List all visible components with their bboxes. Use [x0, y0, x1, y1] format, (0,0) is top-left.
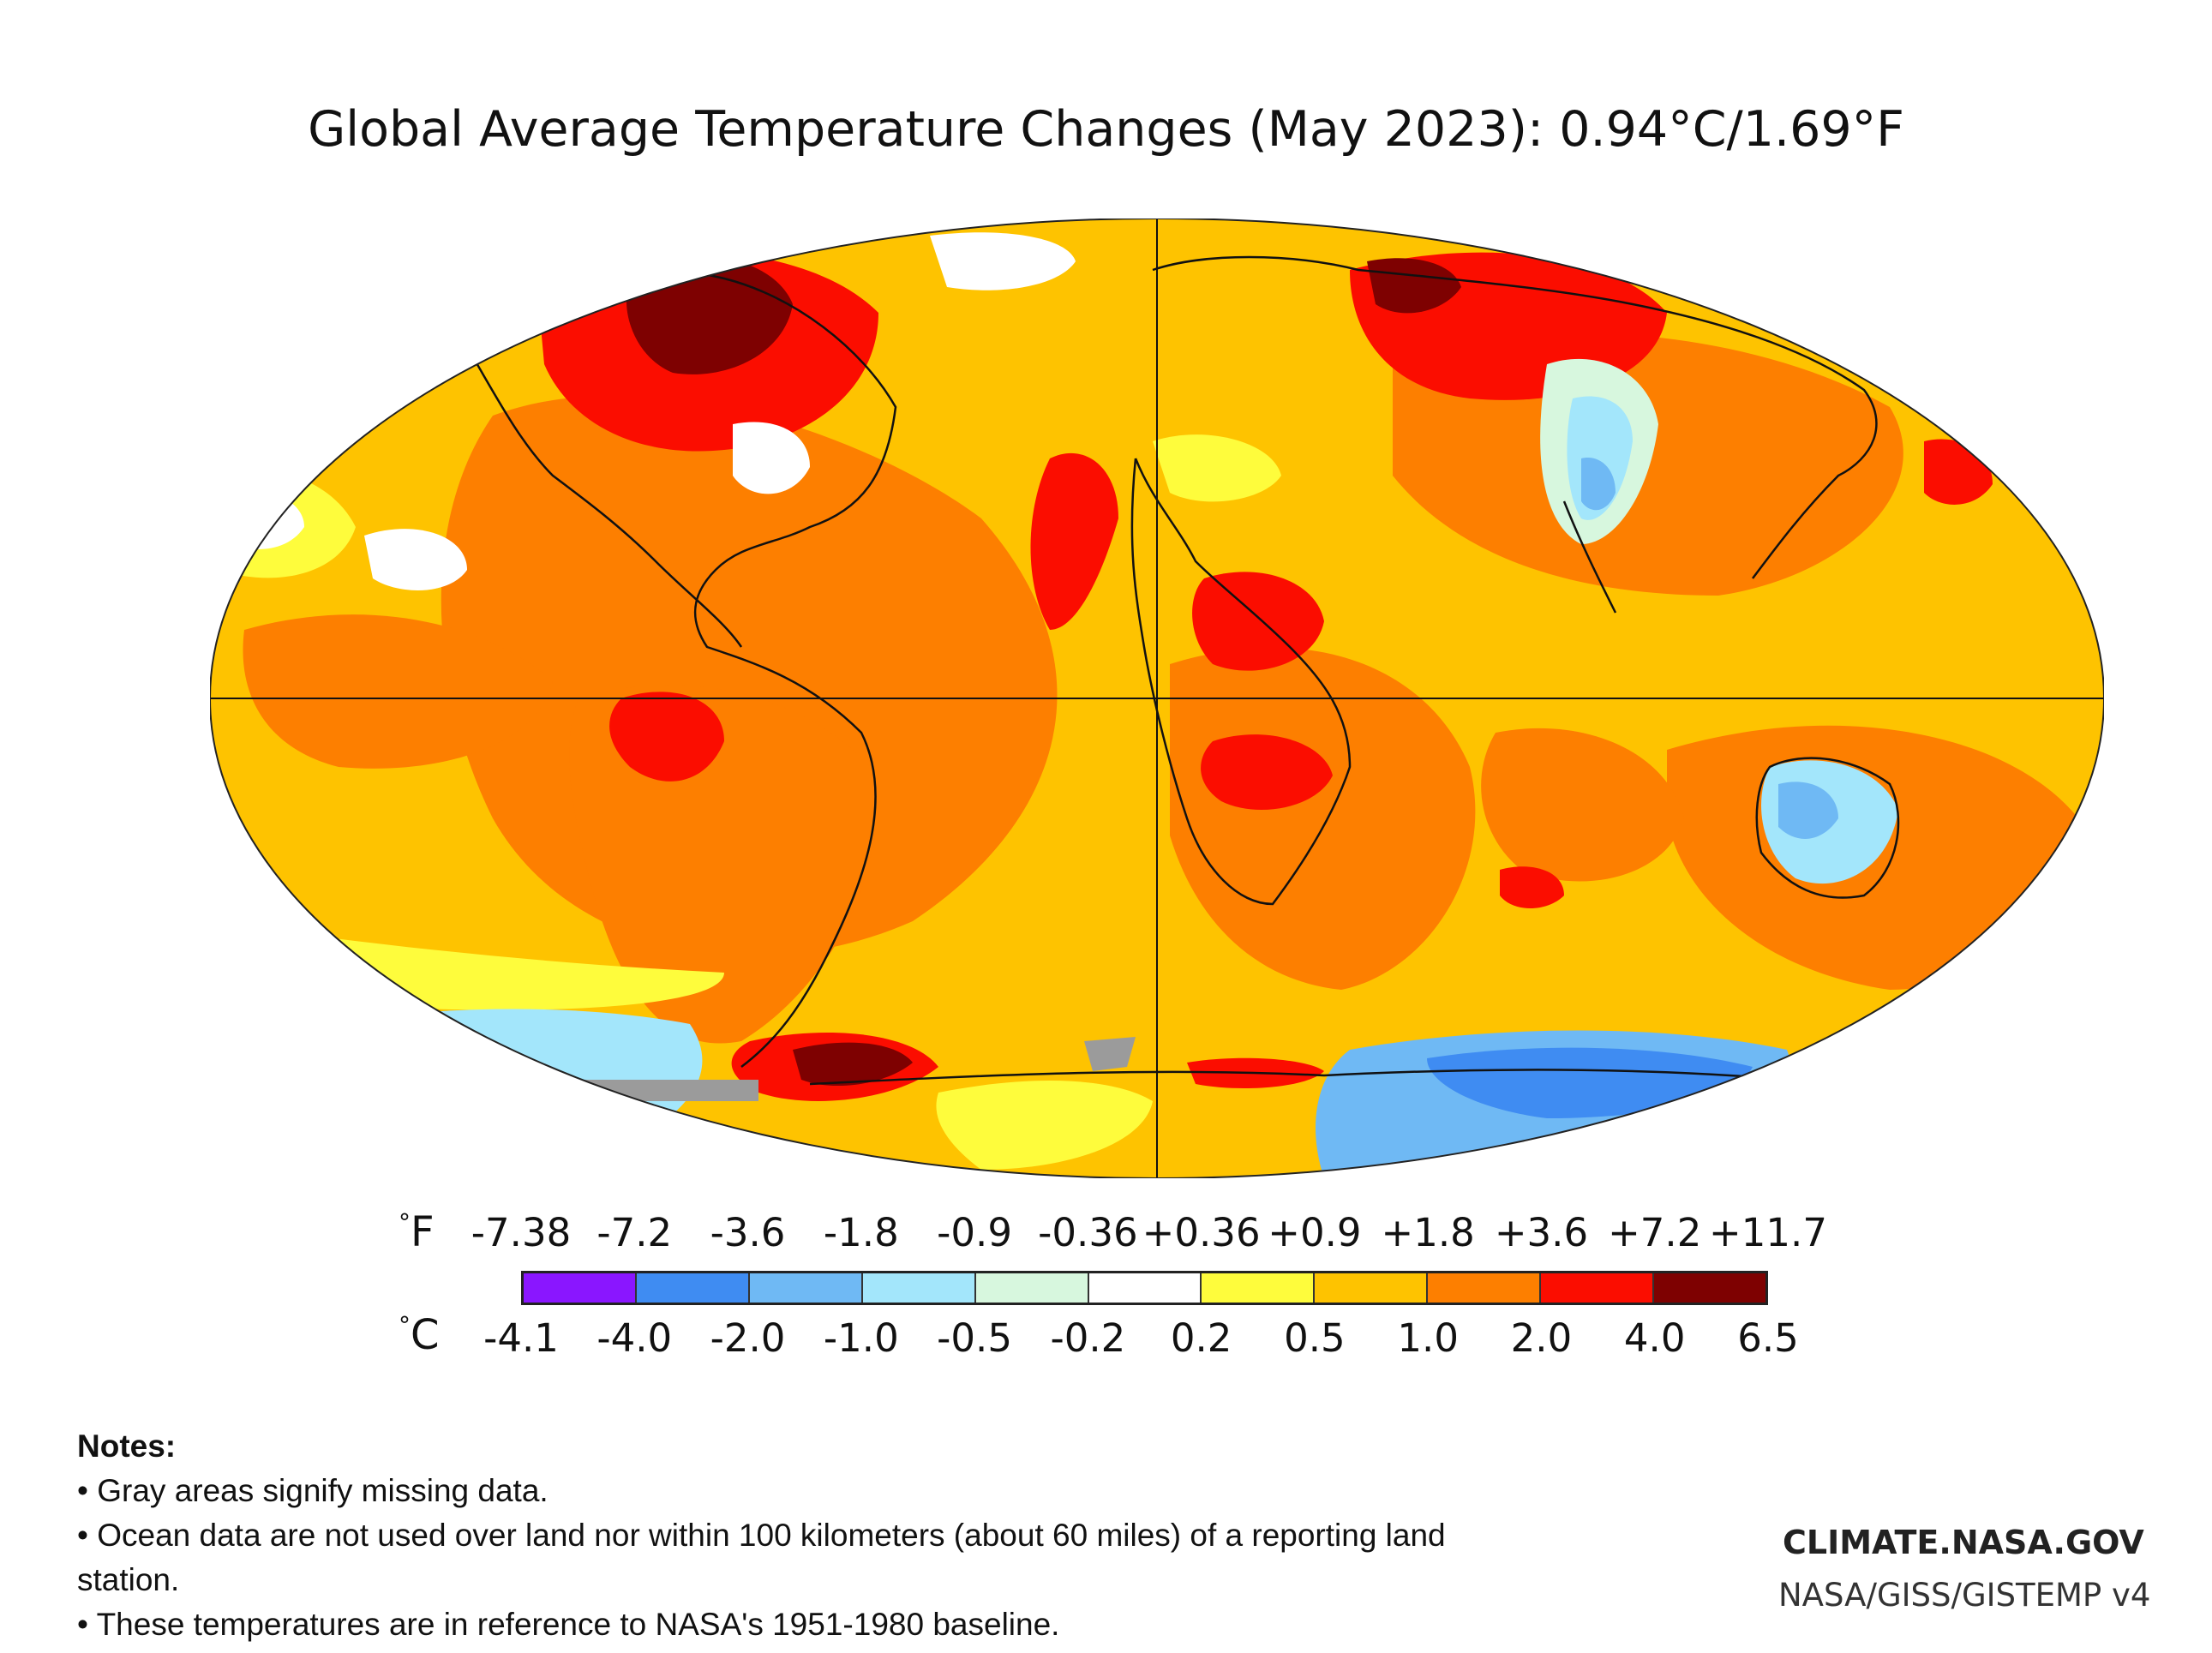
- notes-heading: Notes:: [77, 1428, 177, 1464]
- legend-tick-label: 6.5: [1737, 1315, 1799, 1361]
- field-darkred-siberia: [1367, 258, 1461, 314]
- legend-swatch: [862, 1273, 976, 1303]
- field-blue-australia: [1778, 782, 1838, 839]
- field-red-south-indian: [1500, 866, 1564, 908]
- coastline-americas: [518, 268, 897, 1068]
- field-white-greenland: [930, 232, 1076, 290]
- coastline-antarctica: [809, 1069, 1839, 1086]
- legend-tick-label: -7.2: [596, 1210, 673, 1255]
- field-white-east-us: [733, 422, 810, 494]
- field-orange-africa: [1170, 647, 1476, 990]
- field-yellow-antarctic-coast: [936, 1081, 1153, 1170]
- source-credit: NASA/GISS/GISTEMP v4: [1778, 1577, 2151, 1614]
- map-title: Global Average Temperature Changes (May …: [308, 101, 1904, 158]
- climate-nasa-logo-text: CLIMATE.NASA.GOV: [1783, 1524, 2144, 1561]
- notes: Notes: • Gray areas signify missing data…: [77, 1424, 1448, 1647]
- field-blue-southern-ocean-west: [210, 1081, 570, 1178]
- legend-tick-label: 2.0: [1510, 1315, 1573, 1361]
- field-red-north-pacific: [210, 429, 313, 464]
- legend-tick-label: -7.38: [471, 1210, 572, 1255]
- note-item: • These temperatures are in reference to…: [77, 1607, 1060, 1642]
- legend-tick-label: -0.36: [1038, 1210, 1138, 1255]
- field-red-japan: [1924, 439, 1993, 505]
- legend-tick-label: +1.8: [1381, 1210, 1475, 1255]
- legend-tick-label: +0.9: [1268, 1210, 1362, 1255]
- field-orange-pacific: [243, 614, 553, 769]
- legend-tick-label: +7.2: [1608, 1210, 1702, 1255]
- field-missing-data-peninsula: [1084, 1037, 1136, 1071]
- legend-tick-label: -0.2: [1050, 1315, 1126, 1361]
- note-item: • Gray areas signify missing data.: [77, 1473, 549, 1508]
- legend-swatch: [975, 1273, 1089, 1303]
- coastline-india: [1562, 500, 1617, 614]
- legend-swatch: [1315, 1273, 1429, 1303]
- field-red-sahara: [1192, 572, 1324, 671]
- field-orange-south-indian: [1481, 728, 1684, 882]
- legend-tick-label: 0.5: [1284, 1315, 1346, 1361]
- legend-swatch: [524, 1273, 637, 1303]
- coastline-eurasia-north: [1152, 255, 1878, 579]
- note-item: • Ocean data are not used over land nor …: [77, 1518, 1446, 1597]
- legend-tick-label: -0.5: [937, 1315, 1012, 1361]
- field-red-east-atlantic: [1030, 452, 1118, 630]
- coastlines: [465, 255, 1900, 1086]
- legend-swatch: [636, 1273, 750, 1303]
- anomaly-field: [210, 219, 2104, 1178]
- legend-tick-label: +3.6: [1494, 1210, 1589, 1255]
- legend-swatch: [1088, 1273, 1202, 1303]
- field-white-north-pacific: [364, 529, 467, 590]
- legend-swatch: [1654, 1273, 1765, 1303]
- legend-tick-label: -0.9: [937, 1210, 1012, 1255]
- legend-colorbar: [521, 1271, 1768, 1305]
- legend-swatch: [1541, 1273, 1655, 1303]
- field-red-east-pacific: [609, 692, 724, 782]
- legend-swatch: [1428, 1273, 1542, 1303]
- legend-unit-fahrenheit: °F: [399, 1208, 435, 1256]
- field-blue-india: [1581, 458, 1616, 511]
- coastline-africa: [1130, 458, 1352, 906]
- legend-tick-label: -4.0: [596, 1315, 673, 1361]
- field-red-southern-africa: [1201, 734, 1333, 810]
- legend-swatch: [1202, 1273, 1316, 1303]
- legend-tick-label: +0.36: [1142, 1210, 1261, 1255]
- legend-tick-label: 0.2: [1170, 1315, 1232, 1361]
- map-svg: [210, 219, 2104, 1178]
- legend-tick-label: -3.6: [710, 1210, 786, 1255]
- legend-tick-label: +11.7: [1709, 1210, 1827, 1255]
- legend-tick-label: 1.0: [1397, 1315, 1459, 1361]
- legend-tick-label: -1.8: [823, 1210, 899, 1255]
- legend-swatch: [749, 1273, 863, 1303]
- legend-tick-label: -4.1: [483, 1315, 559, 1361]
- legend-tick-label: 4.0: [1623, 1315, 1686, 1361]
- coastline-north-america-west: [465, 346, 743, 648]
- coastline-australia: [1755, 757, 1900, 899]
- legend-unit-celsius: °C: [399, 1311, 440, 1359]
- field-yellow-mediterranean: [1153, 434, 1281, 502]
- legend-tick-label: -2.0: [710, 1315, 786, 1361]
- legend-tick-label: -1.0: [823, 1315, 899, 1361]
- field-darkred-antarctic: [793, 1042, 913, 1087]
- temperature-anomaly-map: [210, 219, 2104, 1178]
